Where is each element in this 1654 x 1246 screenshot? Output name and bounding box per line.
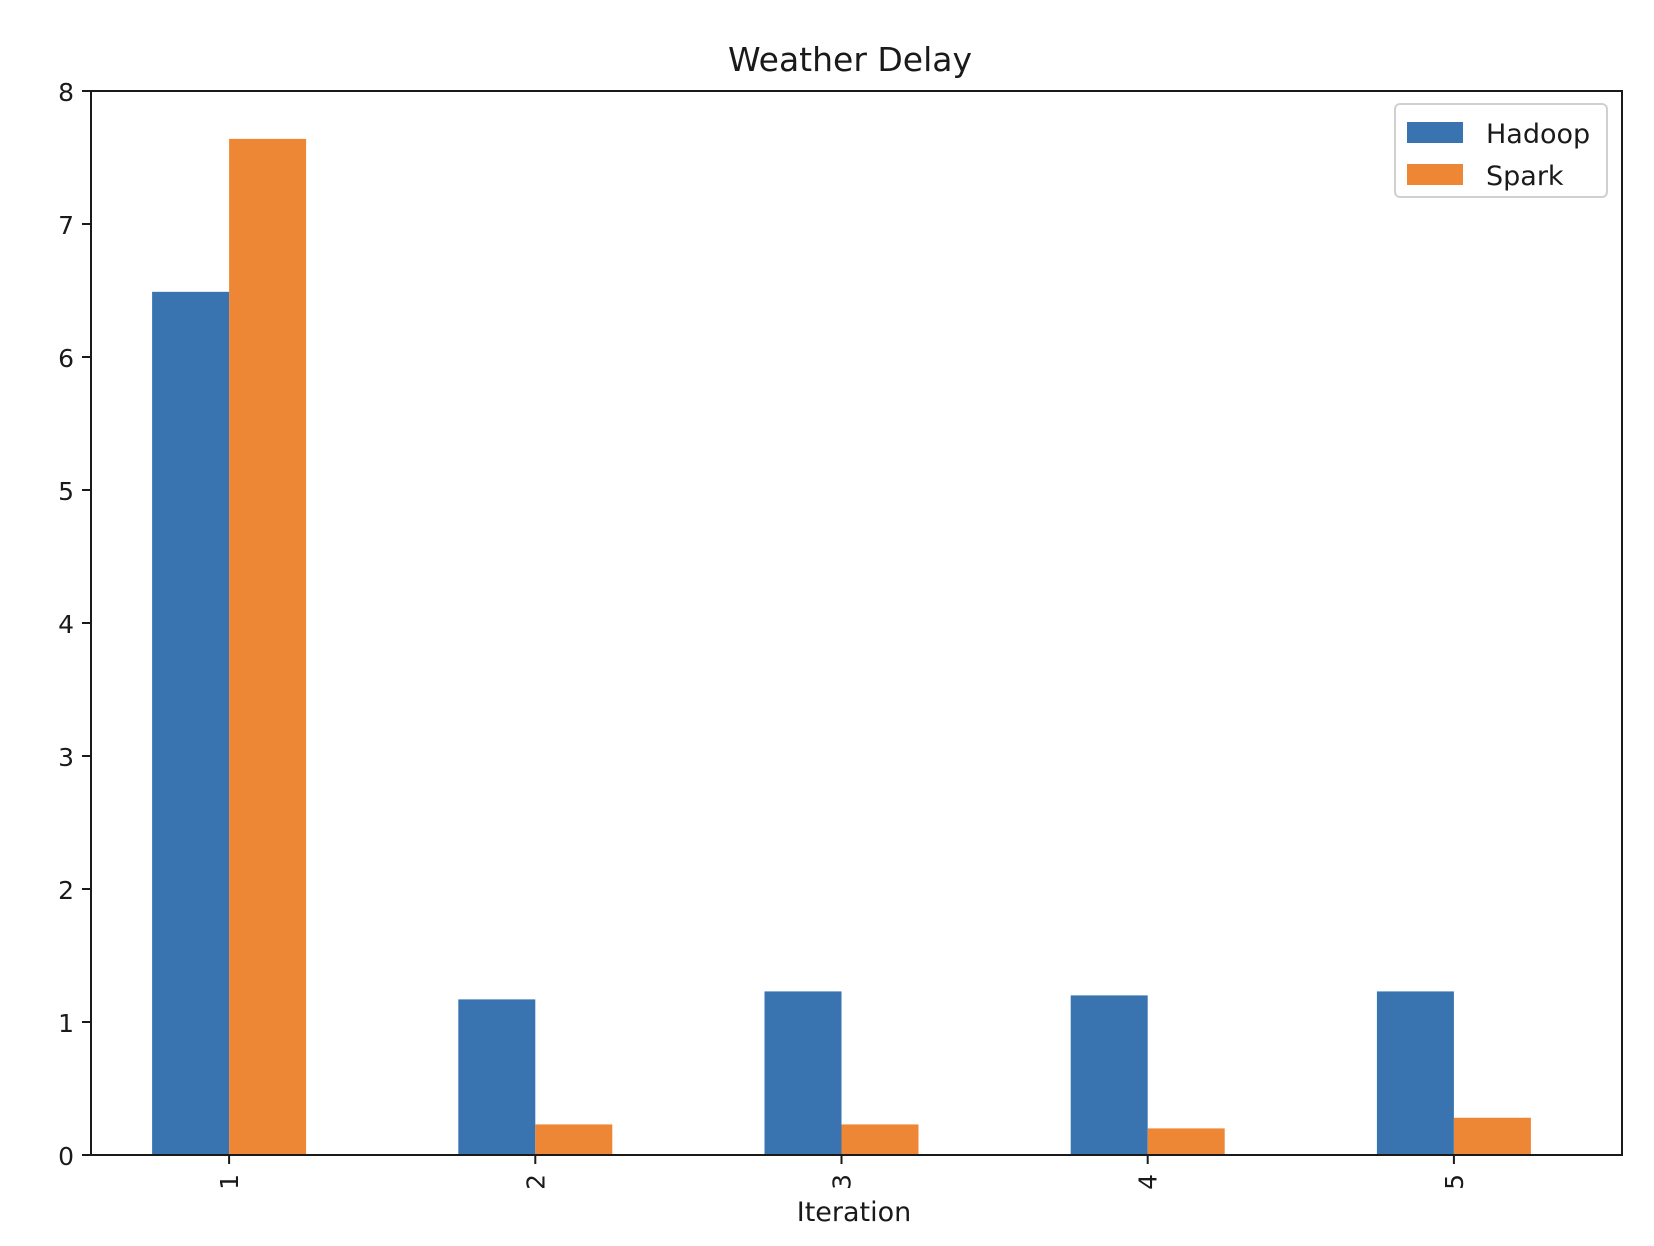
bars-layer bbox=[152, 138, 1531, 1156]
legend-swatch-hadoop bbox=[1407, 122, 1463, 143]
axes-layer: 0 1 2 3 4 5 6 7 8 1 2 3 4 5 bbox=[58, 78, 1623, 1190]
y-tick-label-0: 0 bbox=[58, 1142, 74, 1171]
x-axis-label: Iteration bbox=[797, 1197, 912, 1228]
chart-title: Weather Delay bbox=[728, 40, 972, 79]
bar-spark-4 bbox=[1147, 1128, 1225, 1155]
legend-label-spark: Spark bbox=[1486, 161, 1564, 192]
bar-spark-1 bbox=[229, 138, 307, 1155]
bar-hadoop-2 bbox=[458, 999, 536, 1155]
y-tick-label-8: 8 bbox=[58, 78, 74, 107]
x-tick-label-5: 5 bbox=[1440, 1174, 1469, 1190]
bar-hadoop-5 bbox=[1376, 991, 1454, 1155]
x-tick-label-1: 1 bbox=[215, 1174, 244, 1190]
y-tick-label-5: 5 bbox=[58, 477, 74, 506]
y-tick-label-4: 4 bbox=[58, 610, 74, 639]
x-tick-label-3: 3 bbox=[828, 1174, 857, 1190]
x-tick-label-2: 2 bbox=[521, 1174, 550, 1190]
x-tick-label-4: 4 bbox=[1134, 1174, 1163, 1190]
bar-spark-3 bbox=[841, 1124, 919, 1155]
y-tick-label-3: 3 bbox=[58, 743, 74, 772]
bar-spark-2 bbox=[535, 1124, 613, 1155]
y-tick-label-1: 1 bbox=[58, 1009, 74, 1038]
y-tick-label-7: 7 bbox=[58, 211, 74, 240]
legend-swatch-spark bbox=[1407, 164, 1463, 185]
legend-label-hadoop: Hadoop bbox=[1486, 119, 1590, 150]
legend[interactable]: Hadoop Spark bbox=[1394, 103, 1608, 198]
bar-hadoop-1 bbox=[152, 291, 230, 1156]
bar-spark-5 bbox=[1453, 1117, 1531, 1155]
y-tick-label-2: 2 bbox=[58, 876, 74, 905]
bar-hadoop-3 bbox=[764, 991, 842, 1155]
y-tick-label-6: 6 bbox=[58, 344, 74, 373]
bar-hadoop-4 bbox=[1070, 995, 1148, 1155]
